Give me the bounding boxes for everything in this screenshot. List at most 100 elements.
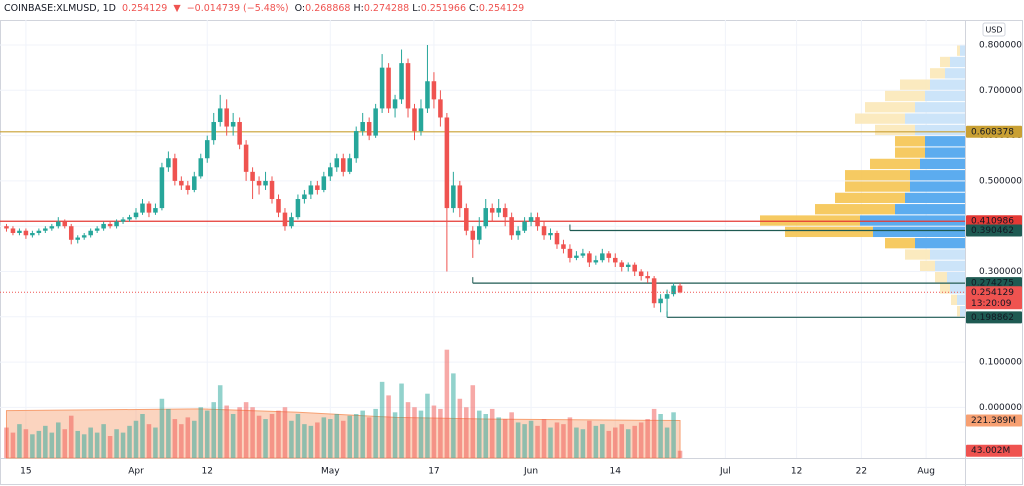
profile-up [957,294,965,305]
volume-bar [360,410,365,458]
volume-bar [464,407,469,458]
candle-body [379,67,385,109]
profile-down [865,102,915,113]
profile-up [860,215,965,226]
volume-bar [159,398,165,458]
y-tick-label: 0.000000 [979,403,1022,413]
candle-body [75,237,80,240]
candle-body [107,223,113,227]
ohlc-label: H: [353,3,364,14]
volume-bar [88,427,93,458]
profile-up [905,192,965,204]
volume-bar [4,427,9,458]
candle-body [211,122,216,141]
ohlc-value: 0.274288 [363,3,410,14]
currency: USD [985,26,1002,35]
volume-bar [496,417,501,458]
candle-body [263,180,268,186]
profile-down [930,68,945,79]
candle-body [405,63,411,109]
volume-bar [68,415,74,458]
x-tick-label: Apr [128,467,144,477]
volume-bar [476,410,482,458]
ohlc-label: C: [469,3,479,14]
candle-body [36,230,42,233]
profile-down [885,90,925,102]
profile-up [915,124,965,136]
profile-up [960,45,965,56]
candle-body [464,208,469,231]
candle-body [470,230,476,240]
volume-bar [386,395,391,458]
volume-bar [399,383,404,458]
volume-bar [677,450,683,458]
candle-body [315,185,320,190]
price-label-bg [966,286,1022,310]
candle-body [554,232,560,245]
candle-body [483,208,489,227]
volume-bar [185,417,191,458]
volume-bar [17,424,22,458]
volume-bar [340,420,346,458]
volume-bar [198,407,204,458]
level-label-bg [966,277,1022,290]
profile-down [940,283,950,294]
level-label-bg [966,311,1022,324]
profile-down [785,226,873,238]
candle-body [587,253,592,263]
candle-body [600,253,605,261]
candle-body [502,208,508,218]
candle-body [133,212,139,218]
volume-bar [211,402,216,458]
candle-body [269,180,275,200]
candle-body [431,81,437,100]
candle-body [625,264,631,267]
volume-ma-label: 221.389M [971,416,1016,426]
profile-down [895,147,925,158]
candle-body [496,208,501,213]
profile-down [815,204,895,215]
candle-body [451,185,456,209]
level-label-bg [966,224,1022,237]
candle-body [114,221,119,227]
x-tick-label: 17 [428,467,439,477]
volume-label-bg [966,444,1022,457]
volume-bar [392,412,398,458]
volume-bar [347,415,352,458]
volume-bar [600,424,605,458]
profile-down [935,272,947,283]
volume-bar [645,419,650,458]
volume-bar [535,425,540,458]
candle-body [276,199,281,213]
volume-bar [502,419,508,458]
volume-bar [451,373,456,458]
y-tick-label: 0.700000 [979,86,1022,96]
volume-bar [515,422,521,458]
volume-bar [62,429,68,458]
profile-up [915,238,965,249]
profile-up [910,170,965,181]
profile-down [855,113,905,124]
candle-body [645,276,650,279]
candle-body [88,230,93,236]
candle-body [522,221,527,231]
profile-up [930,79,965,90]
profile-down [845,170,910,181]
ohlc-value: 0.254129 [478,3,525,14]
candle-body [353,131,359,159]
volume-bar [528,420,534,458]
candle-body [68,226,74,240]
candle-body [153,208,158,213]
candle-body [120,219,126,222]
candle-body [509,217,514,236]
candle-body [567,248,573,258]
profile-up [950,56,965,68]
candle-body [49,226,55,229]
candle-body [457,185,463,209]
x-tick-label: Jun [523,467,538,477]
profile-down [760,215,860,226]
volume-ma-label-bg [966,414,1022,427]
profile-up [925,136,965,147]
volume-bar [541,419,547,458]
volume-bar [81,434,87,458]
